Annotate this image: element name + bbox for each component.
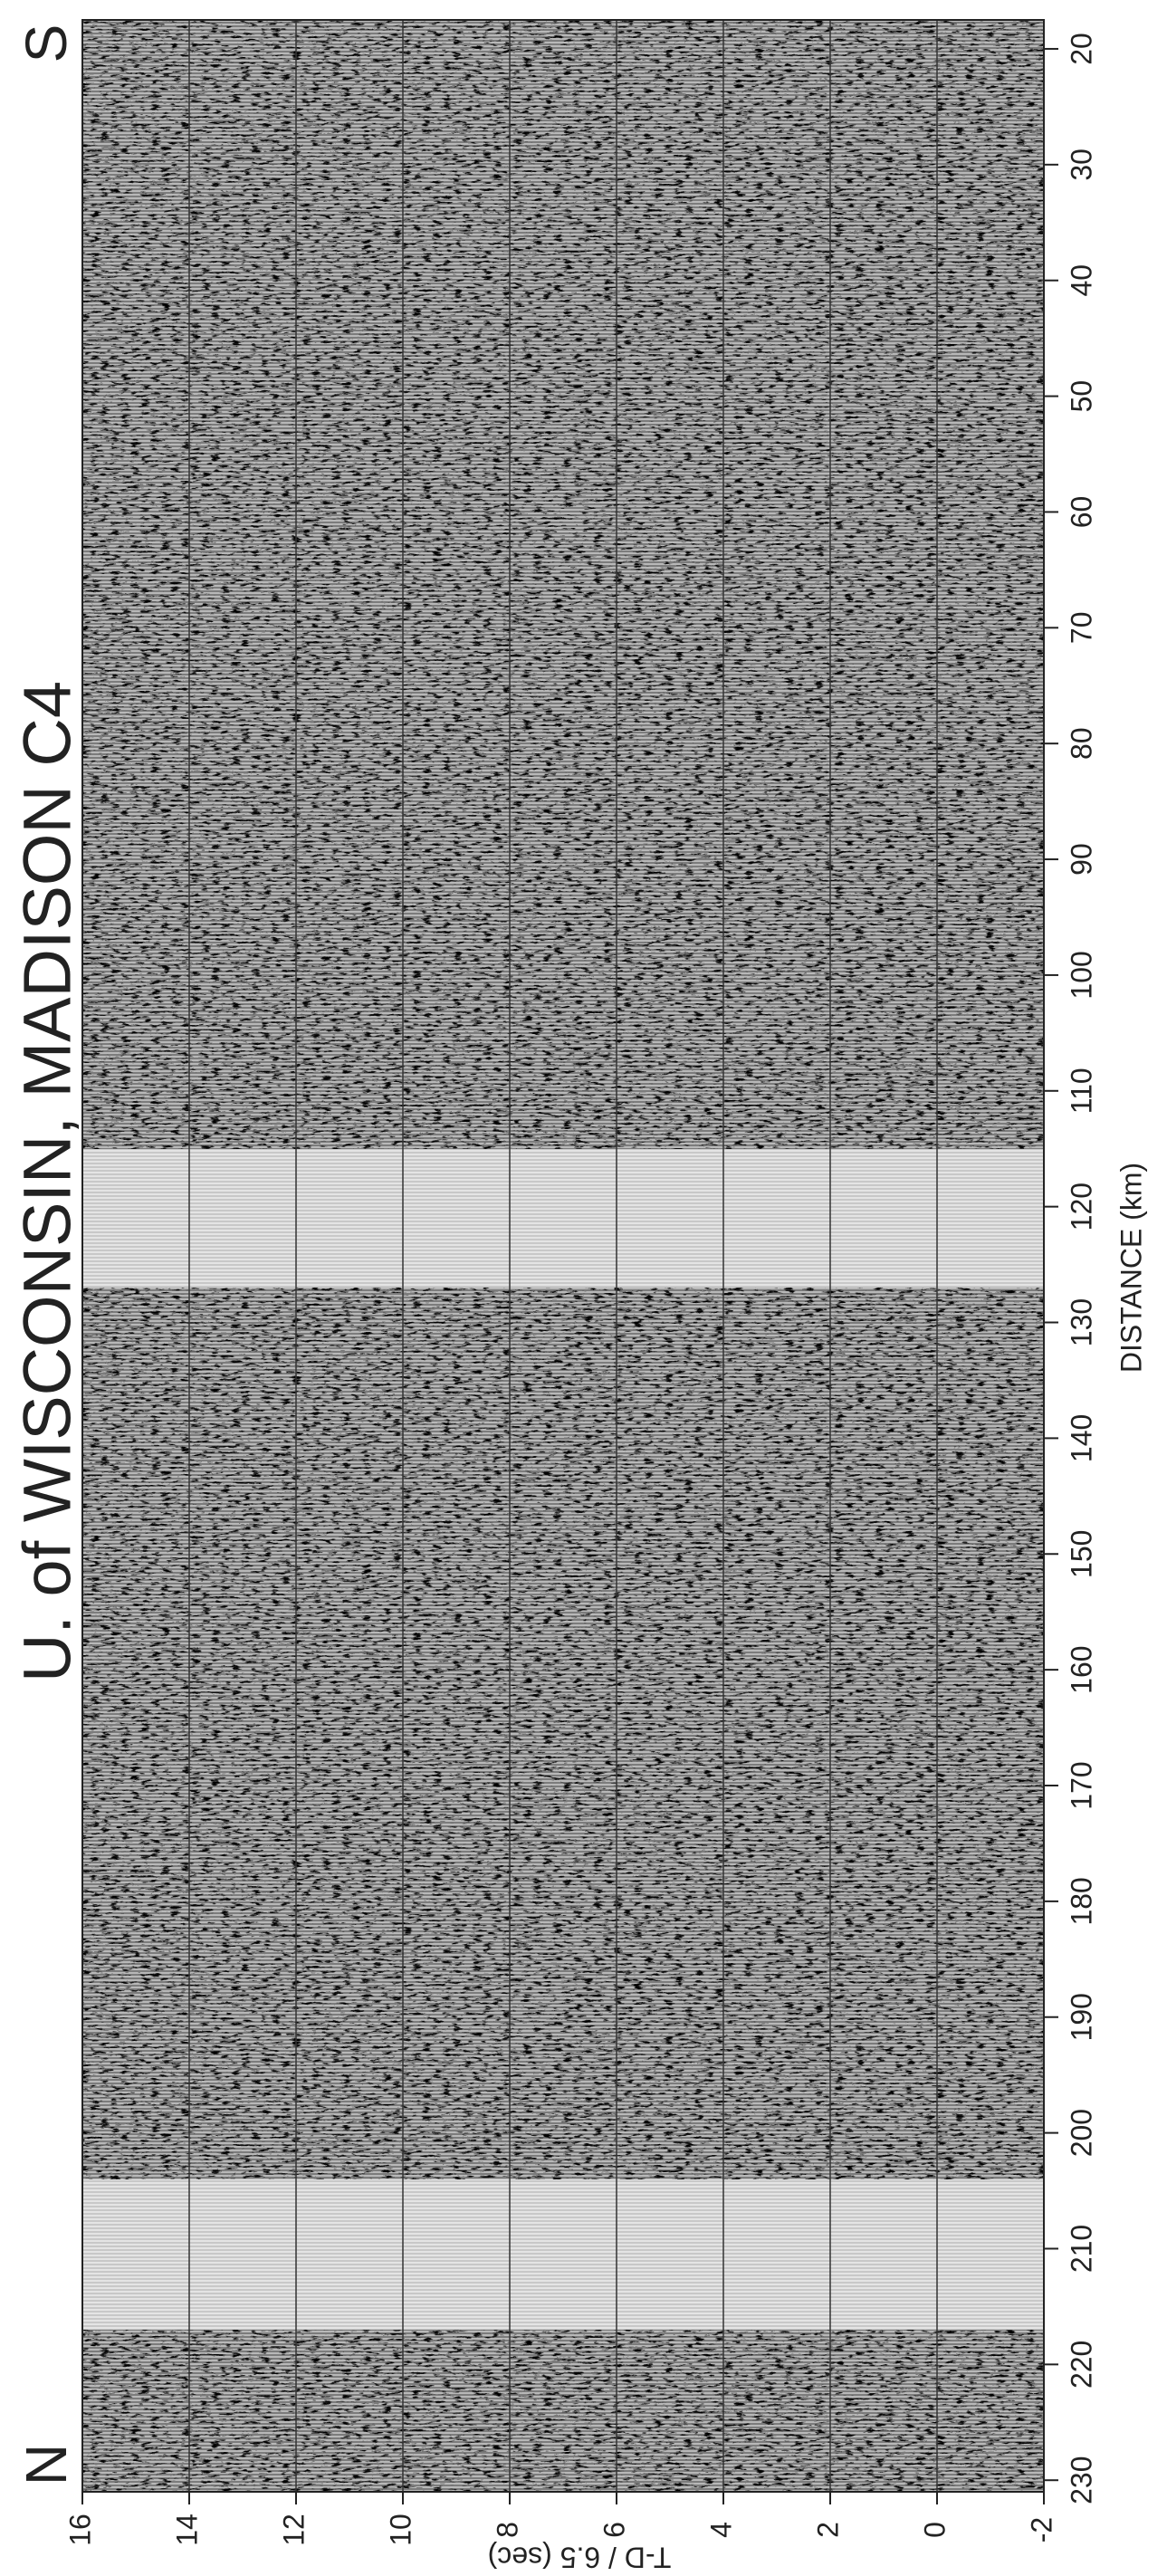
y-tick-label: -2: [1025, 2517, 1057, 2542]
chart-title: U. of WISCONSIN, MADISON C4: [10, 681, 85, 1682]
gap-band: [82, 1149, 1044, 1288]
y-tick-label: 4: [704, 2522, 737, 2538]
x-tick-label: 100: [1065, 951, 1097, 999]
y-tick-label: 0: [918, 2522, 951, 2538]
x-tick-label: 20: [1065, 33, 1097, 65]
x-tick-label: 80: [1065, 727, 1097, 760]
record-section: [82, 20, 1044, 2492]
x-axis-label: DISTANCE (km): [1114, 1163, 1147, 1373]
x-tick-label: 170: [1065, 1761, 1097, 1809]
y-tick-label: 14: [170, 2514, 203, 2546]
x-tick-label: 90: [1065, 843, 1097, 876]
x-tick-label: 50: [1065, 380, 1097, 413]
x-tick-label: 200: [1065, 2109, 1097, 2157]
x-tick-label: 110: [1065, 1068, 1097, 1114]
y-tick-label: 8: [491, 2522, 523, 2538]
x-tick-label: 30: [1065, 148, 1097, 181]
x-tick-label: 40: [1065, 264, 1097, 297]
y-tick-label: 2: [811, 2522, 844, 2538]
y-tick-label: 12: [277, 2514, 310, 2546]
x-tick-label: 130: [1065, 1298, 1097, 1346]
plot-frame: [81, 19, 1045, 2493]
y-tick-label: 16: [63, 2514, 96, 2546]
x-tick-label: 180: [1065, 1877, 1097, 1925]
x-tick-label: 120: [1065, 1183, 1097, 1231]
y-axis-label: T-D / 6.5 (sec): [488, 2542, 672, 2574]
gap-band: [82, 2179, 1044, 2330]
x-tick-label: 220: [1065, 2341, 1097, 2389]
x-tick-label: 210: [1065, 2225, 1097, 2273]
x-tick-label: 140: [1065, 1414, 1097, 1462]
y-tick-label: 6: [598, 2522, 630, 2538]
start-label: S: [14, 24, 79, 63]
x-tick-label: 60: [1065, 496, 1097, 529]
x-tick-label: 160: [1065, 1645, 1097, 1693]
end-label: N: [14, 2444, 79, 2485]
x-tick-label: 230: [1065, 2456, 1097, 2504]
x-tick-label: 150: [1065, 1530, 1097, 1578]
y-tick-label: 10: [384, 2514, 416, 2546]
x-tick-label: 70: [1065, 612, 1097, 645]
x-tick-label: 190: [1065, 1993, 1097, 2041]
